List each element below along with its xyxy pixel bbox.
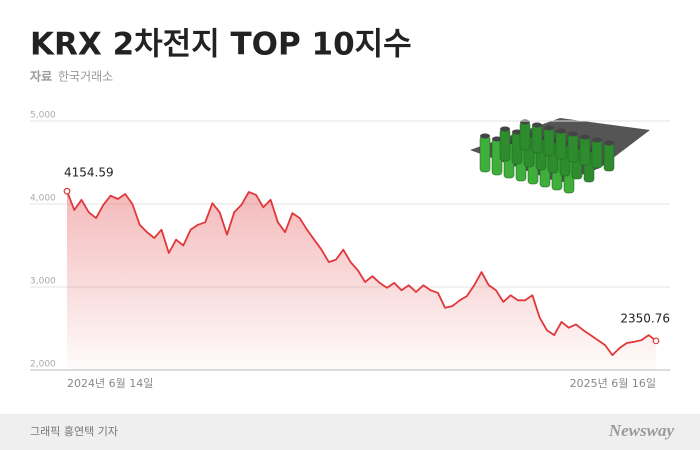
y-tick-label: 2,000 [30,360,56,370]
battery-cell [555,130,567,160]
battery-cell [579,136,591,166]
battery-top [492,136,502,142]
battery-top [544,125,554,131]
battery-top [580,134,590,140]
battery-cell [543,127,555,157]
line [66,190,657,356]
battery-top [500,126,510,132]
battery-top [520,119,530,125]
source-label: 자료 [30,69,52,84]
y-tick-label: 5,000 [30,111,56,121]
chart-title: KRX 2차전지 TOP 10지수 [30,27,412,63]
x-tick-label: 2025년 6월 16일 [570,376,656,390]
battery-cell [499,128,511,162]
y-tick-label: 3,000 [30,277,56,287]
area [67,191,656,370]
credit: 그래픽 홍연택 기자 [30,424,118,438]
end-point [63,187,71,195]
x-tick-label: 2024년 6월 14일 [67,376,153,390]
battery-cell [567,133,579,163]
battery-cell [591,139,603,169]
battery-top [568,131,578,137]
y-tick-label: 4,000 [30,194,56,204]
battery-cell [519,121,531,151]
battery-top [604,140,614,146]
data-label: 4154.59 [64,166,114,180]
battery-top [480,133,490,139]
battery-cell [531,124,543,154]
end-point [652,337,660,345]
footer-bar [0,414,700,450]
source: 한국거래소 [58,70,113,84]
battery-top [592,137,602,143]
battery-top [556,128,566,134]
data-label: 2350.76 [620,311,670,325]
battery-illustration [470,118,650,194]
logo: Newsway [608,421,675,440]
battery-top [532,122,542,128]
battery-cell [479,135,491,173]
battery-cell [603,142,615,172]
battery-top [512,129,522,135]
